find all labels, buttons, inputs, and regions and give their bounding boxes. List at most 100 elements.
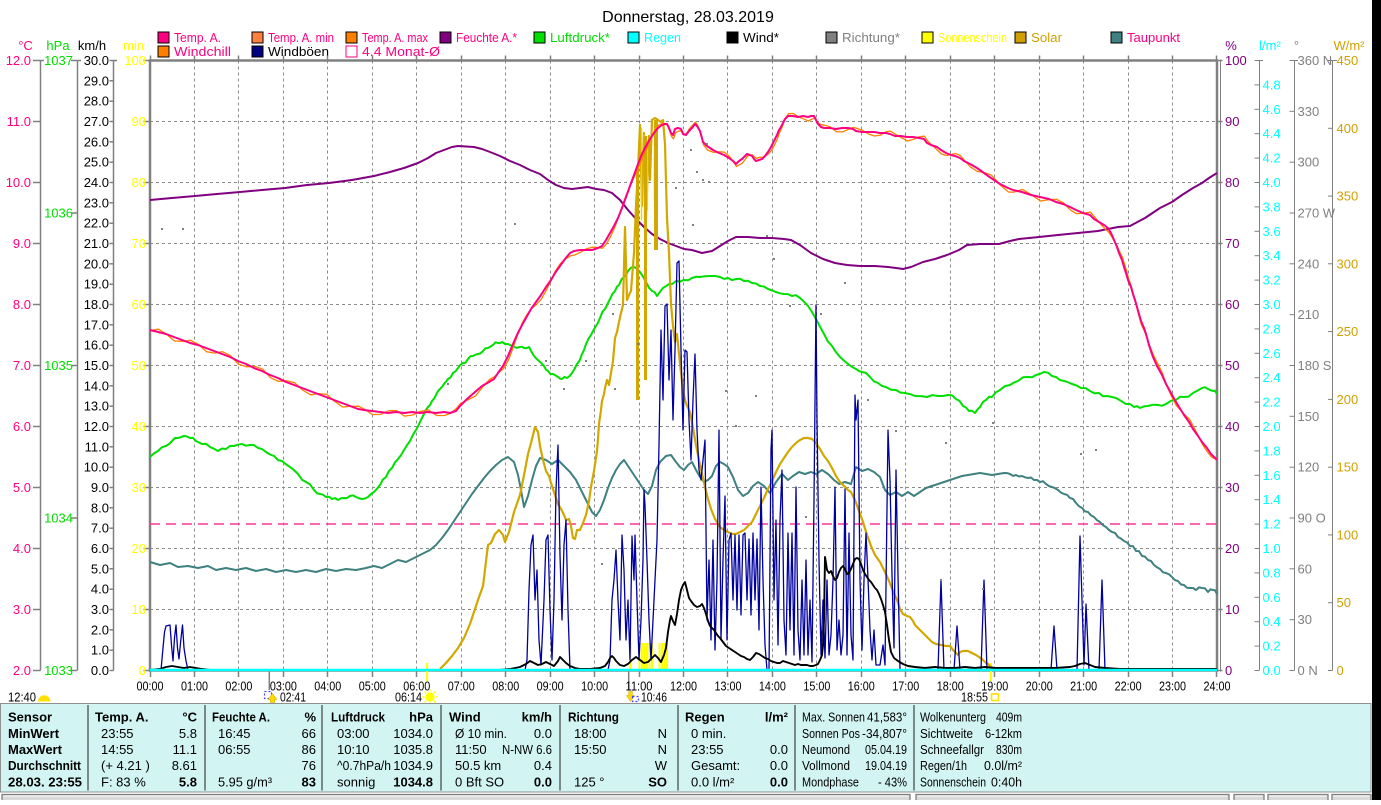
svg-text:1.2: 1.2 bbox=[1263, 517, 1281, 532]
svg-text:22.0: 22.0 bbox=[84, 216, 109, 231]
svg-text:15.0: 15.0 bbox=[84, 358, 109, 373]
svg-text:23.0: 23.0 bbox=[84, 195, 109, 210]
svg-text:18:00: 18:00 bbox=[574, 726, 607, 741]
svg-text:01:00: 01:00 bbox=[181, 680, 208, 694]
svg-text:1.4: 1.4 bbox=[1263, 492, 1281, 507]
svg-text:90: 90 bbox=[1225, 114, 1239, 129]
svg-text:90: 90 bbox=[132, 114, 146, 129]
svg-text:21.0: 21.0 bbox=[84, 236, 109, 251]
svg-text:50.5 km: 50.5 km bbox=[455, 758, 501, 773]
svg-text:1.6: 1.6 bbox=[1263, 468, 1281, 483]
svg-text:0.6: 0.6 bbox=[1263, 590, 1281, 605]
svg-text:20.0: 20.0 bbox=[84, 256, 109, 271]
svg-text:Regen: Regen bbox=[644, 30, 681, 45]
svg-text:0.0: 0.0 bbox=[770, 758, 788, 773]
svg-text:°C: °C bbox=[182, 710, 197, 725]
svg-text:2.2: 2.2 bbox=[1263, 395, 1281, 410]
svg-text:1.0: 1.0 bbox=[91, 643, 109, 658]
svg-text:50: 50 bbox=[132, 358, 146, 373]
svg-text:3.0: 3.0 bbox=[1263, 297, 1281, 312]
svg-text:Regen: Regen bbox=[685, 710, 725, 725]
svg-text:40: 40 bbox=[132, 419, 146, 434]
svg-text:26.0: 26.0 bbox=[84, 134, 109, 149]
svg-text:06:00: 06:00 bbox=[403, 680, 430, 694]
svg-text:00:00: 00:00 bbox=[137, 680, 164, 694]
svg-text:Sonnenschein: Sonnenschein bbox=[920, 775, 986, 790]
svg-text:16:00: 16:00 bbox=[848, 680, 875, 694]
svg-text:l/m²: l/m² bbox=[765, 710, 789, 725]
svg-text:Sensor: Sensor bbox=[8, 710, 52, 725]
svg-text:450: 450 bbox=[1337, 53, 1359, 68]
svg-text:6.0: 6.0 bbox=[13, 419, 31, 434]
svg-text:7.0: 7.0 bbox=[91, 521, 109, 536]
svg-text:210: 210 bbox=[1298, 307, 1320, 322]
svg-text:02:41: 02:41 bbox=[280, 690, 306, 705]
svg-text:28.03. 23:55: 28.03. 23:55 bbox=[8, 775, 82, 790]
svg-text:Wolkenunterg: Wolkenunterg bbox=[920, 710, 986, 725]
svg-text:14:55: 14:55 bbox=[101, 742, 134, 757]
svg-text:Sonnenschein: Sonnenschein bbox=[938, 30, 1007, 45]
svg-text:0: 0 bbox=[1337, 663, 1344, 678]
svg-text:l/m²: l/m² bbox=[1259, 38, 1281, 53]
svg-text:3.8: 3.8 bbox=[1263, 199, 1281, 214]
svg-text:50: 50 bbox=[1225, 358, 1239, 373]
svg-text:2.0: 2.0 bbox=[13, 663, 31, 678]
svg-text:5.8: 5.8 bbox=[179, 726, 197, 741]
svg-text:4.4 Monat-Ø: 4.4 Monat-Ø bbox=[362, 44, 440, 59]
svg-text:2.0: 2.0 bbox=[91, 622, 109, 637]
svg-text:25.0: 25.0 bbox=[84, 155, 109, 170]
svg-text:360 N: 360 N bbox=[1298, 53, 1333, 68]
svg-text:830m: 830m bbox=[996, 742, 1022, 757]
svg-text:Schneefallgr: Schneefallgr bbox=[920, 742, 985, 757]
svg-text:20: 20 bbox=[1225, 541, 1239, 556]
svg-text:0 N: 0 N bbox=[1298, 663, 1318, 678]
svg-text:03:00: 03:00 bbox=[270, 680, 297, 694]
svg-text:30: 30 bbox=[1298, 612, 1312, 627]
svg-text:Vollmond: Vollmond bbox=[802, 758, 850, 773]
svg-text:24:00: 24:00 bbox=[1204, 680, 1231, 694]
svg-text:60: 60 bbox=[1298, 561, 1312, 576]
svg-text:Regen/1h: Regen/1h bbox=[920, 758, 967, 773]
svg-text:8.61: 8.61 bbox=[172, 758, 197, 773]
svg-text:%: % bbox=[304, 710, 316, 725]
svg-text:23:00: 23:00 bbox=[1159, 680, 1186, 694]
svg-text:180 S: 180 S bbox=[1298, 358, 1332, 373]
svg-text:1034: 1034 bbox=[44, 511, 73, 526]
svg-text:60: 60 bbox=[1225, 297, 1239, 312]
svg-text:10.0: 10.0 bbox=[84, 460, 109, 475]
svg-text:Temp. A.: Temp. A. bbox=[174, 30, 221, 45]
svg-text:07:00: 07:00 bbox=[448, 680, 475, 694]
svg-text:0: 0 bbox=[1225, 663, 1232, 678]
svg-text:22:00: 22:00 bbox=[1115, 680, 1142, 694]
svg-text:4.0: 4.0 bbox=[91, 582, 109, 597]
svg-text:4.4: 4.4 bbox=[1263, 126, 1281, 141]
svg-text:16:45: 16:45 bbox=[218, 726, 251, 741]
svg-text:300: 300 bbox=[1298, 155, 1320, 170]
svg-text:12:00: 12:00 bbox=[670, 680, 697, 694]
svg-text:0.0: 0.0 bbox=[1263, 663, 1281, 678]
svg-text:70: 70 bbox=[132, 236, 146, 251]
svg-text:Donnerstag, 28.03.2019: Donnerstag, 28.03.2019 bbox=[602, 9, 774, 26]
svg-text:Solar: Solar bbox=[1031, 30, 1063, 45]
svg-text:330: 330 bbox=[1298, 104, 1320, 119]
svg-text:Windchill: Windchill bbox=[174, 44, 231, 59]
svg-text:4.2: 4.2 bbox=[1263, 151, 1281, 166]
svg-text:hPa: hPa bbox=[46, 38, 70, 53]
svg-text:06:55: 06:55 bbox=[218, 742, 251, 757]
svg-text:10:10: 10:10 bbox=[337, 742, 370, 757]
svg-text:10: 10 bbox=[1225, 602, 1239, 617]
svg-text:30: 30 bbox=[1225, 480, 1239, 495]
svg-text:6-12km: 6-12km bbox=[985, 726, 1022, 741]
svg-text:5.8: 5.8 bbox=[179, 775, 197, 790]
svg-text:(+ 4.21 ): (+ 4.21 ) bbox=[101, 758, 150, 773]
svg-text:60: 60 bbox=[132, 297, 146, 312]
svg-text:14.0: 14.0 bbox=[84, 378, 109, 393]
svg-text:41,583°: 41,583° bbox=[867, 710, 907, 725]
svg-text:5.0: 5.0 bbox=[13, 480, 31, 495]
svg-text:23:55: 23:55 bbox=[691, 742, 724, 757]
svg-text:17:00: 17:00 bbox=[892, 680, 919, 694]
svg-text:76: 76 bbox=[302, 758, 316, 773]
svg-text:1036: 1036 bbox=[44, 206, 73, 221]
svg-text:Taupunkt: Taupunkt bbox=[1127, 30, 1180, 45]
svg-text:1.8: 1.8 bbox=[1263, 443, 1281, 458]
